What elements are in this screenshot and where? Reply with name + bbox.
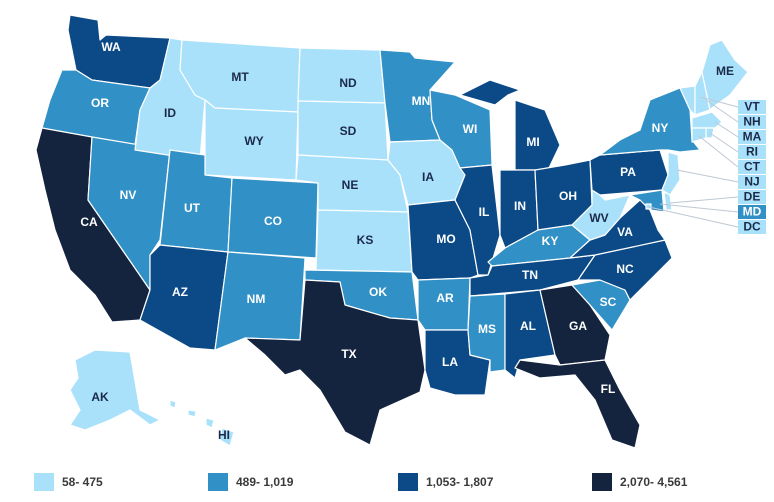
state-NY[interactable] xyxy=(599,87,701,156)
state-label-WY: WY xyxy=(244,134,263,148)
state-label-VT: VT xyxy=(744,100,760,114)
state-label-MT: MT xyxy=(231,70,249,84)
label-box-DC xyxy=(738,220,766,234)
state-label-NE: NE xyxy=(342,178,359,192)
state-label-TX: TX xyxy=(341,347,356,361)
state-label-PA: PA xyxy=(620,165,636,179)
state-label-MD: MD xyxy=(743,205,762,219)
state-labels: WA OR CA NV ID MT WY UT AZ CO NM ND SD NE KS OK TX MN IA MO… xyxy=(80,40,761,442)
state-WV[interactable] xyxy=(571,189,631,241)
state-label-DE: DE xyxy=(744,190,761,204)
state-label-AZ: AZ xyxy=(172,285,188,299)
state-label-NM: NM xyxy=(247,292,266,306)
legend-swatch xyxy=(592,473,612,491)
state-label-NY: NY xyxy=(652,121,669,135)
state-MD[interactable] xyxy=(629,189,665,213)
state-label-WA: WA xyxy=(101,40,121,54)
state-label-MS: MS xyxy=(478,322,496,336)
state-label-IN: IN xyxy=(514,199,526,213)
state-label-NJ: NJ xyxy=(744,175,759,189)
state-label-SC: SC xyxy=(600,295,617,309)
state-label-RI: RI xyxy=(746,145,758,159)
state-label-HI: HI xyxy=(218,428,230,442)
label-box-MA xyxy=(738,130,766,144)
state-TX[interactable] xyxy=(244,279,426,446)
state-label-TN: TN xyxy=(522,268,538,282)
state-FL[interactable] xyxy=(514,359,641,449)
leader-lines xyxy=(648,96,739,228)
label-box-CT xyxy=(738,160,766,174)
state-label-MO: MO xyxy=(436,232,455,246)
legend-item-1: 58- 475 xyxy=(34,472,103,492)
label-box-MD xyxy=(738,205,766,219)
state-label-GA: GA xyxy=(569,319,587,333)
state-label-CO: CO xyxy=(264,214,282,228)
us-choropleth-map: WA OR CA NV ID MT WY UT AZ CO NM ND SD NE KS OK TX MN IA MO… xyxy=(35,14,766,449)
state-IL[interactable] xyxy=(454,164,501,276)
state-ME[interactable] xyxy=(701,39,749,111)
state-label-LA: LA xyxy=(442,355,458,369)
legend-label: 2,070- 4,561 xyxy=(620,475,688,489)
map-legend: 58- 475 489- 1,019 1,053- 1,807 2,070- 4… xyxy=(0,468,774,498)
state-label-NV: NV xyxy=(120,188,137,202)
state-label-ME: ME xyxy=(716,64,734,78)
legend-label: 1,053- 1,807 xyxy=(426,475,494,489)
state-label-WV: WV xyxy=(589,211,608,225)
state-label-KY: KY xyxy=(542,234,559,248)
state-label-SD: SD xyxy=(340,124,357,138)
state-label-MN: MN xyxy=(412,94,431,108)
state-DC[interactable] xyxy=(645,203,652,210)
state-label-AR: AR xyxy=(436,291,454,305)
state-label-OK: OK xyxy=(369,285,387,299)
state-WY[interactable] xyxy=(204,99,299,181)
legend-swatch xyxy=(208,473,228,491)
state-label-CT: CT xyxy=(744,160,761,174)
state-label-AL: AL xyxy=(520,319,536,333)
state-label-MI: MI xyxy=(526,135,539,149)
legend-swatch xyxy=(34,473,54,491)
label-box-NH xyxy=(738,115,766,129)
small-state-label-boxes xyxy=(738,100,766,234)
state-label-IA: IA xyxy=(422,170,434,184)
state-label-UT: UT xyxy=(184,201,201,215)
state-label-NH: NH xyxy=(743,115,760,129)
state-label-ND: ND xyxy=(339,76,357,90)
state-label-IL: IL xyxy=(479,205,490,219)
state-HI[interactable] xyxy=(169,399,235,447)
legend-label: 58- 475 xyxy=(62,475,103,489)
state-label-KS: KS xyxy=(357,233,374,247)
legend-item-2: 489- 1,019 xyxy=(208,472,293,492)
legend-swatch xyxy=(398,473,418,491)
label-box-RI xyxy=(738,145,766,159)
state-AK[interactable] xyxy=(69,349,161,431)
state-label-FL: FL xyxy=(601,382,616,396)
state-label-OH: OH xyxy=(559,189,577,203)
state-label-MA: MA xyxy=(743,130,762,144)
state-label-WI: WI xyxy=(463,122,478,136)
state-label-OR: OR xyxy=(91,96,109,110)
label-box-DE xyxy=(738,190,766,204)
state-label-CA: CA xyxy=(80,215,98,229)
state-label-AK: AK xyxy=(91,390,109,404)
legend-item-3: 1,053- 1,807 xyxy=(398,472,493,492)
state-MA[interactable] xyxy=(691,111,723,129)
state-label-NC: NC xyxy=(616,262,634,276)
state-label-ID: ID xyxy=(164,106,176,120)
legend-item-4: 2,070- 4,561 xyxy=(592,472,687,492)
legend-label: 489- 1,019 xyxy=(236,475,294,489)
state-label-DC: DC xyxy=(743,220,761,234)
state-label-VA: VA xyxy=(617,225,633,239)
label-box-VT xyxy=(738,100,766,114)
label-box-NJ xyxy=(738,175,766,189)
